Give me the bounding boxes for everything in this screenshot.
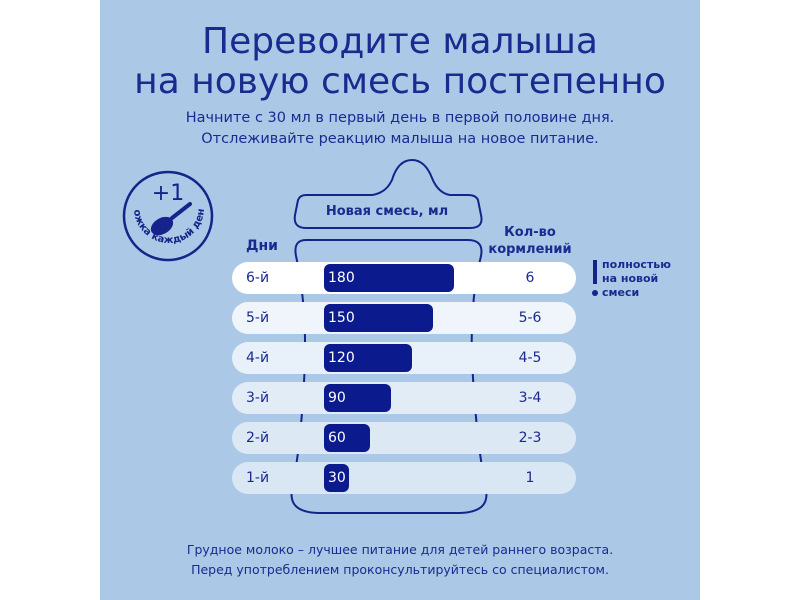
bar: 90 xyxy=(324,384,391,412)
column-header-new-formula: Новая смесь, мл xyxy=(325,204,449,219)
feedings-count: 2-3 xyxy=(518,430,542,446)
footer-line-2: Перед употреблением проконсультируйтесь … xyxy=(191,562,609,577)
spoon-badge: +1 ложка каждый день xyxy=(120,168,214,262)
subtitle-line-2: Отслеживайте реакцию малыша на новое пит… xyxy=(201,131,599,147)
measuring-spoon-icon xyxy=(150,202,192,236)
chart-row xyxy=(232,462,576,494)
feedings-count: 6 xyxy=(525,270,535,286)
day-label: 2-й xyxy=(246,430,270,446)
note-line-2: на новой xyxy=(602,272,659,285)
day-label: 4-й xyxy=(246,350,270,366)
bar: 60 xyxy=(324,424,370,452)
note-line-1: полностью xyxy=(602,258,671,271)
bar: 120 xyxy=(324,344,412,372)
feedings-count: 4-5 xyxy=(518,350,542,366)
page-title: Переводите малыша на новую смесь постепе… xyxy=(100,22,700,102)
chart-row xyxy=(232,422,576,454)
column-header-feedings: Кол-во кормлений xyxy=(488,225,572,257)
subtitle: Начните с 30 мл в первый день в первой п… xyxy=(100,108,700,150)
badge-plus: +1 xyxy=(152,181,184,206)
day-label: 1-й xyxy=(246,470,270,486)
footer-line-1: Грудное молоко – лучшее питание для дете… xyxy=(186,542,614,557)
bar: 30 xyxy=(324,464,349,492)
day-label: 3-й xyxy=(246,390,270,406)
title-line-1: Переводите малыша xyxy=(202,21,598,62)
exclamation-icon xyxy=(592,260,598,296)
feedings-count: 3-4 xyxy=(518,390,542,406)
column-header-days: Дни xyxy=(246,238,278,254)
day-label: 6-й xyxy=(246,270,270,286)
footer-disclaimer: Грудное молоко – лучшее питание для дете… xyxy=(100,540,700,580)
bar: 150 xyxy=(324,304,433,332)
feedings-count: 1 xyxy=(525,470,535,486)
subtitle-line-1: Начните с 30 мл в первый день в первой п… xyxy=(185,110,615,126)
day-label: 5-й xyxy=(246,310,270,326)
feedings-count: 5-6 xyxy=(518,310,542,326)
infographic-panel xyxy=(100,0,700,600)
full-transition-note: полностью на новой смеси xyxy=(602,258,671,300)
note-line-3: смеси xyxy=(602,286,640,299)
title-line-2: на новую смесь постепенно xyxy=(134,61,666,102)
chart-row xyxy=(232,382,576,414)
bar: 180 xyxy=(324,264,454,292)
